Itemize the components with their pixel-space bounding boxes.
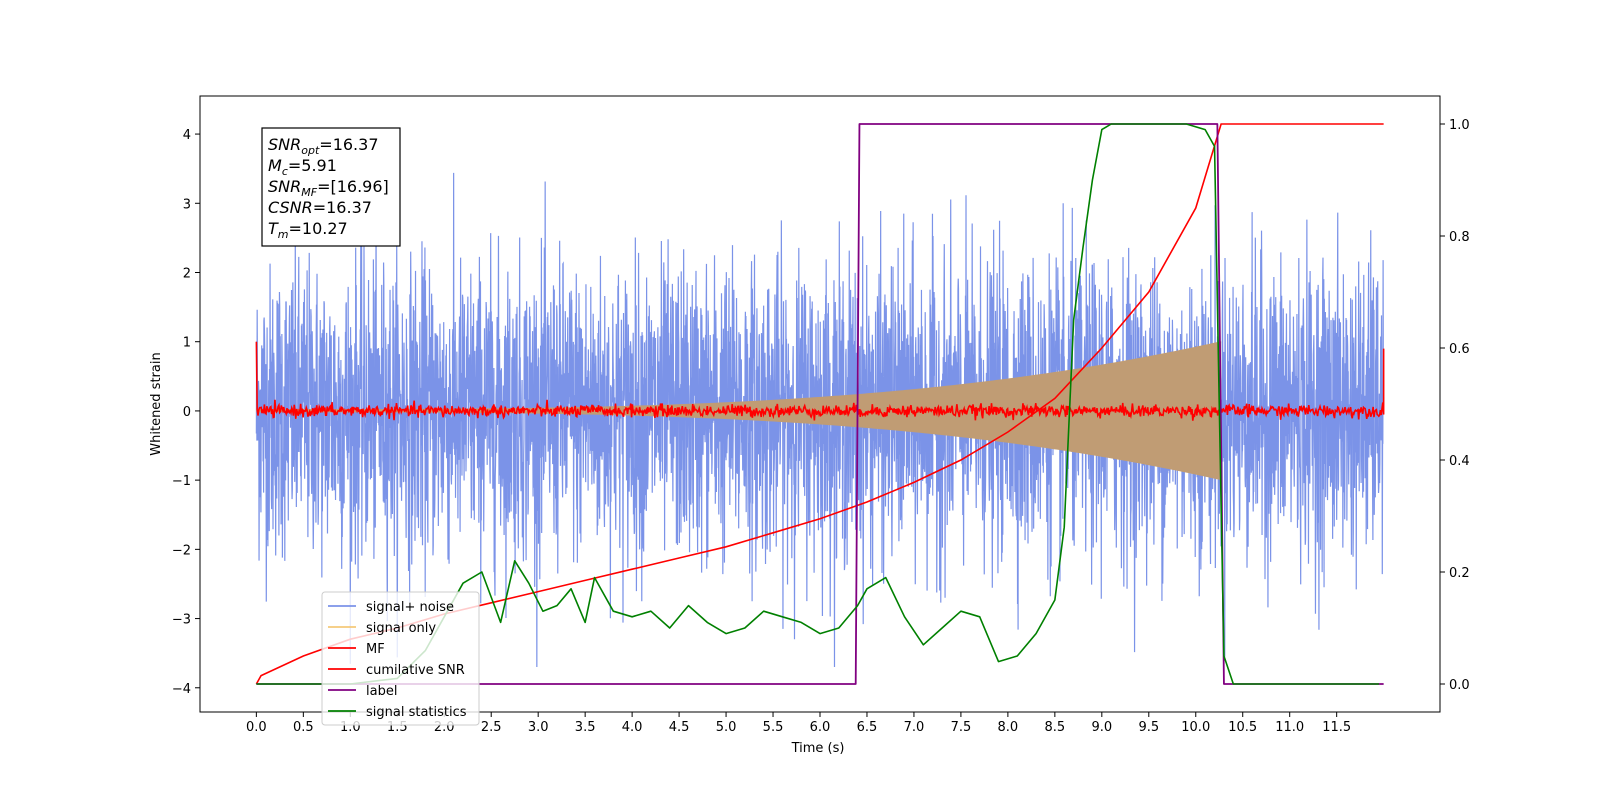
x-axis-label: Time (s) bbox=[791, 741, 845, 756]
y-right-tick-label: 0.8 bbox=[1449, 230, 1470, 245]
x-tick-label: 11.5 bbox=[1322, 720, 1351, 735]
y-right-tick-label: 0.2 bbox=[1449, 566, 1470, 581]
annotation-line: SNRMF=[16.96] bbox=[268, 177, 389, 199]
series-signal-statistics-line bbox=[256, 123, 1379, 685]
x-tick-label: 8.5 bbox=[1045, 720, 1066, 735]
y-left-tick-label: −4 bbox=[172, 682, 191, 697]
x-tick-label: 7.0 bbox=[904, 720, 925, 735]
x-tick-label: 0.5 bbox=[293, 720, 314, 735]
annotation-line: Mc=5.91 bbox=[268, 156, 337, 178]
annotation-line: Tm=10.27 bbox=[268, 219, 348, 241]
y-left-tick-label: 1 bbox=[183, 336, 191, 351]
annotation-line: SNRopt=16.37 bbox=[268, 135, 379, 157]
x-tick-label: 9.0 bbox=[1091, 720, 1112, 735]
x-tick-label: 11.0 bbox=[1275, 720, 1304, 735]
y-axis-label: Whitened strain bbox=[149, 352, 164, 455]
y-axis-left: 4 3 2 1 0 −1 −2 −3 −4 bbox=[172, 128, 200, 697]
stats-annotation-box: SNRopt=16.37Mc=5.91SNRMF=[16.96]CSNR=16.… bbox=[261, 127, 401, 247]
y-left-tick-label: 3 bbox=[183, 197, 191, 212]
legend-label: MF bbox=[366, 642, 385, 657]
x-tick-label: 3.0 bbox=[528, 720, 549, 735]
y-right-tick-label: 0.4 bbox=[1449, 454, 1470, 469]
annotation-line: CSNR=16.37 bbox=[268, 198, 372, 217]
x-tick-label: 7.5 bbox=[951, 720, 972, 735]
x-tick-label: 10.5 bbox=[1228, 720, 1257, 735]
x-tick-label: 9.5 bbox=[1138, 720, 1159, 735]
y-left-tick-label: −3 bbox=[172, 613, 191, 628]
series-mf-line bbox=[255, 341, 1385, 421]
x-tick-label: 10.0 bbox=[1181, 720, 1210, 735]
x-tick-label: 5.5 bbox=[763, 720, 784, 735]
y-left-tick-label: 0 bbox=[183, 405, 191, 420]
x-tick-label: 6.5 bbox=[857, 720, 878, 735]
annotation-frame bbox=[261, 127, 401, 247]
x-tick-label: 0.0 bbox=[246, 720, 267, 735]
legend-label: signal statistics bbox=[366, 705, 467, 720]
y-left-tick-label: 4 bbox=[183, 128, 191, 143]
x-tick-label: 2.5 bbox=[481, 720, 502, 735]
legend-label: signal+ noise bbox=[366, 600, 454, 615]
legend: signal+ noise signal only MF cumilative SNR… bbox=[321, 591, 480, 726]
x-tick-label: 8.0 bbox=[998, 720, 1019, 735]
x-tick-label: 5.0 bbox=[716, 720, 737, 735]
y-right-tick-label: 0.0 bbox=[1449, 678, 1470, 693]
y-left-tick-label: 2 bbox=[183, 266, 191, 281]
y-left-tick-label: −1 bbox=[172, 474, 191, 489]
legend-label: label bbox=[366, 684, 397, 699]
y-right-tick-label: 1.0 bbox=[1449, 118, 1470, 133]
legend-label: signal only bbox=[366, 621, 436, 636]
x-tick-label: 4.5 bbox=[669, 720, 690, 735]
series-signal-only-upper bbox=[256, 341, 1222, 411]
x-tick-label: 6.0 bbox=[810, 720, 831, 735]
legend-label: cumilative SNR bbox=[366, 663, 465, 678]
legend-frame bbox=[321, 591, 480, 726]
x-tick-label: 4.0 bbox=[622, 720, 643, 735]
y-right-tick-label: 0.6 bbox=[1449, 342, 1470, 357]
y-axis-right: 1.0 0.8 0.6 0.4 0.2 0.0 bbox=[1440, 118, 1470, 693]
y-left-tick-label: −2 bbox=[172, 543, 191, 558]
x-tick-label: 3.5 bbox=[575, 720, 596, 735]
